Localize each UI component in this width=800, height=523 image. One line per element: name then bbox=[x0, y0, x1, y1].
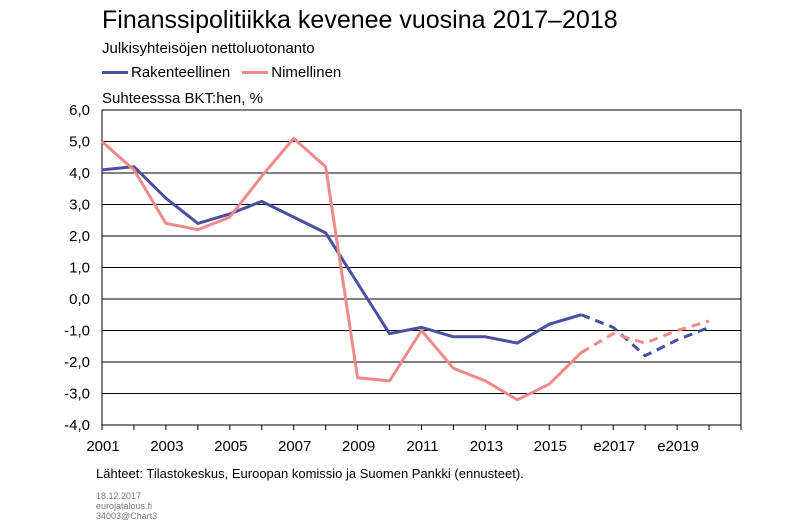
x-tick-label: 2015 bbox=[534, 438, 567, 455]
y-axis-label: Suhteesssa BKT:hen, % bbox=[102, 90, 263, 107]
legend-item-rakenteellinen: Rakenteellinen bbox=[102, 64, 230, 81]
y-tick-label: -1,0 bbox=[64, 323, 90, 340]
legend-item-nimellinen: Nimellinen bbox=[242, 64, 341, 81]
series-line-0 bbox=[101, 165, 582, 345]
x-tick-label: 2001 bbox=[86, 438, 119, 455]
y-tick-label: -4,0 bbox=[64, 417, 90, 434]
x-tick-label: e2019 bbox=[657, 438, 699, 455]
series-forecast-line-0 bbox=[580, 313, 710, 358]
y-tick-label: -3,0 bbox=[64, 386, 90, 403]
x-tick-label: 2011 bbox=[406, 438, 438, 455]
footer-chart-id: 34003@Chart3 bbox=[96, 511, 158, 521]
y-tick-label: 6,0 bbox=[69, 102, 90, 119]
footer-meta: 18.12.2017 eurojatalous.fi 34003@Chart3 bbox=[96, 491, 157, 521]
footer-date: 18.12.2017 bbox=[96, 491, 142, 501]
y-tick-label: 1,0 bbox=[69, 260, 90, 277]
y-tick-label: 3,0 bbox=[69, 197, 90, 214]
chart-subtitle: Julkisyhteisöjen nettoluotonanto bbox=[102, 40, 315, 57]
y-tick-label: 0,0 bbox=[69, 291, 90, 308]
x-tick-label: 2007 bbox=[278, 438, 311, 455]
legend-swatch-nimellinen bbox=[242, 71, 269, 74]
x-tick-label: 2009 bbox=[342, 438, 375, 455]
legend-label-nimellinen: Nimellinen bbox=[271, 64, 342, 81]
y-tick-label: 2,0 bbox=[69, 228, 90, 245]
legend-swatch-rakenteellinen bbox=[102, 71, 128, 74]
y-tick-label: 5,0 bbox=[69, 134, 90, 151]
x-tick-label: 2013 bbox=[470, 438, 503, 455]
x-tick-label: e2017 bbox=[593, 438, 635, 455]
series-line-1 bbox=[101, 136, 583, 402]
x-tick-label: 2003 bbox=[150, 438, 183, 455]
chart-title: Finanssipolitiikka kevenee vuosina 2017–… bbox=[102, 6, 618, 34]
legend-label-rakenteellinen: Rakenteellinen bbox=[131, 64, 231, 81]
x-tick-label: 2005 bbox=[214, 438, 247, 455]
y-tick-label: -2,0 bbox=[64, 354, 90, 371]
series-forecast-line-1 bbox=[580, 319, 710, 354]
chart-legend: Rakenteellinen Nimellinen bbox=[102, 64, 353, 81]
y-tick-label: 4,0 bbox=[69, 165, 90, 182]
footer-site: eurojatalous.fi bbox=[96, 501, 153, 511]
source-note: Lähteet: Tilastokeskus, Euroopan komissi… bbox=[96, 466, 524, 481]
